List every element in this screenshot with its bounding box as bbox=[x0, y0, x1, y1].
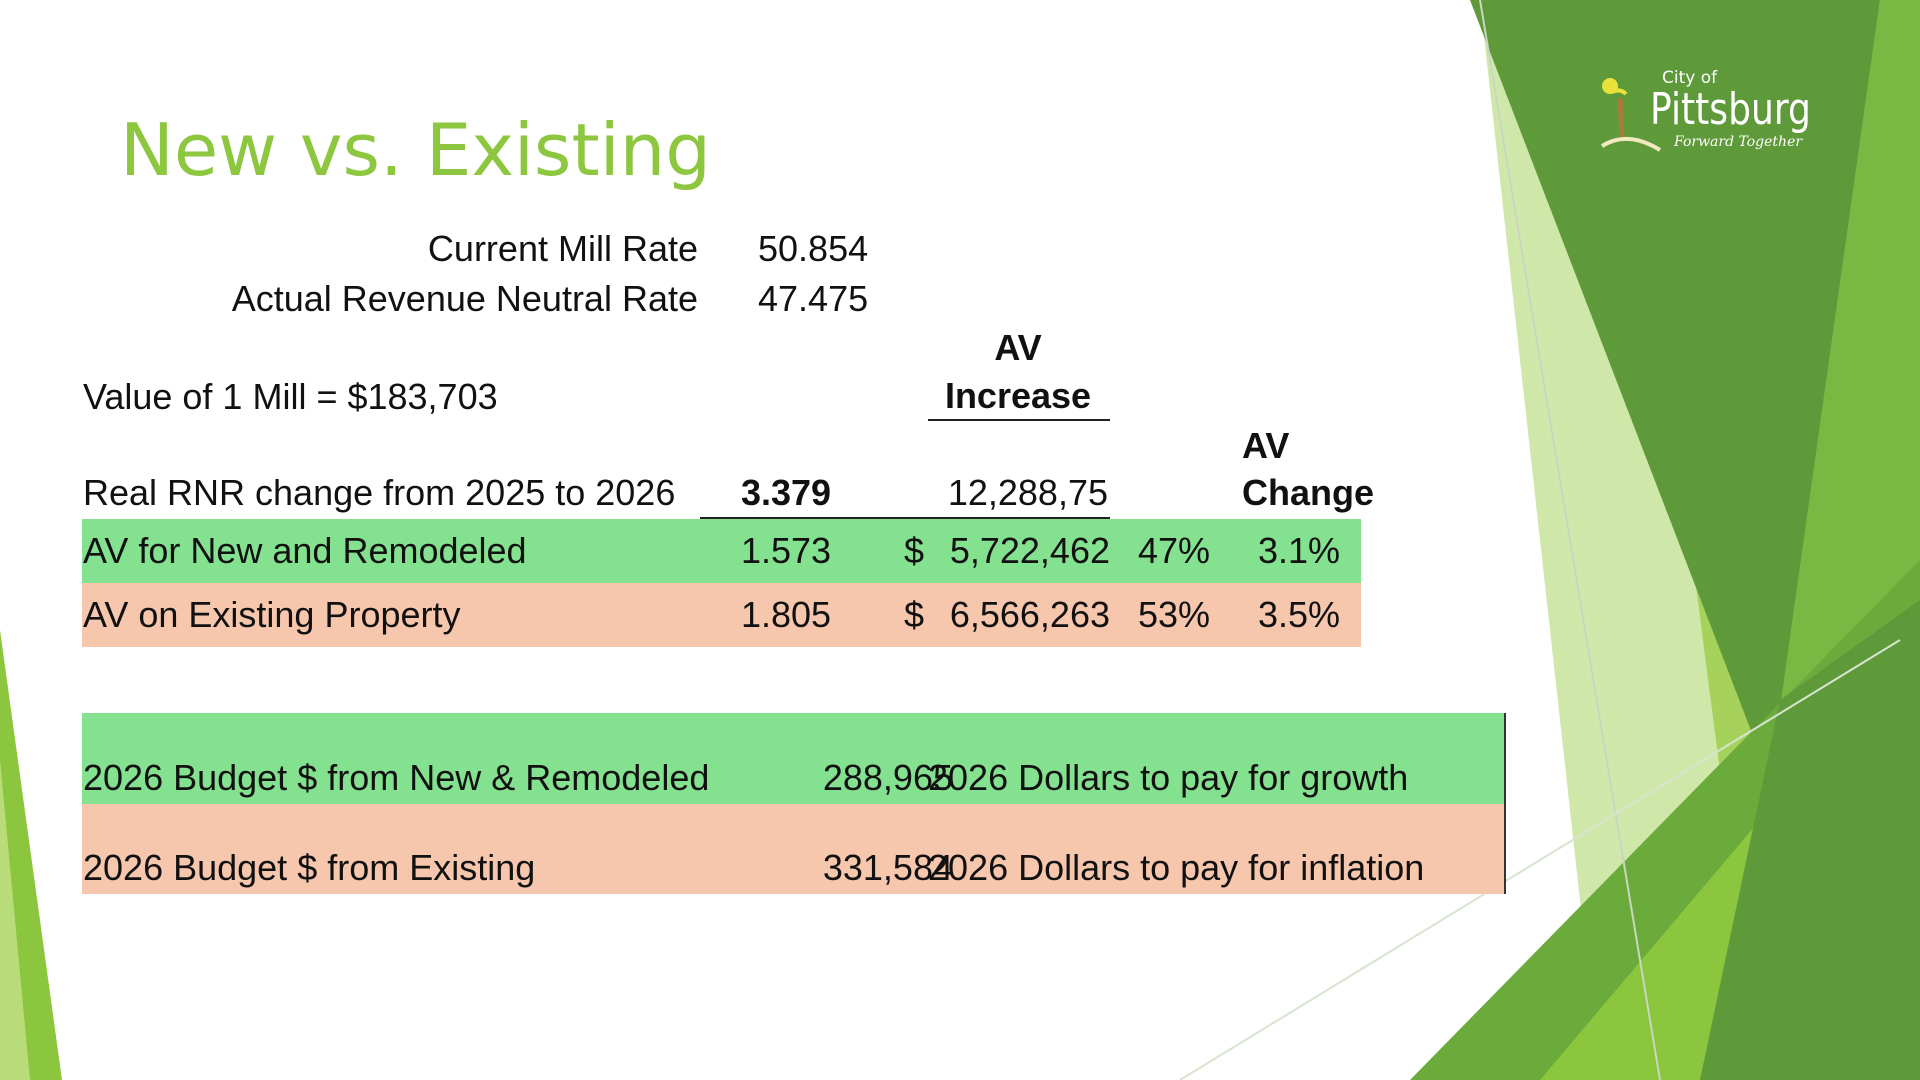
av-increase-underline bbox=[928, 419, 1110, 421]
budget-value: 288,965 bbox=[822, 757, 953, 798]
decor-thin-line-2 bbox=[1179, 639, 1901, 1080]
logo-tagline: Forward Together bbox=[1674, 134, 1803, 150]
budget-row-existing: 2026 Budget $ from Existing 331,584 2026… bbox=[82, 804, 1506, 894]
row-amount: 6,566,263 bbox=[949, 594, 1110, 635]
av-change-header-line1: AV bbox=[1242, 425, 1290, 466]
budget-row-new: 2026 Budget $ from New & Remodeled 288,9… bbox=[82, 713, 1506, 804]
tree-icon bbox=[1600, 78, 1662, 152]
budget-note: 2026 Dollars to pay for inflation bbox=[928, 847, 1425, 888]
row-currency: $ bbox=[904, 594, 925, 635]
decor-bottom-dark bbox=[1700, 600, 1920, 1080]
table-row-existing: AV on Existing Property 1.805 $ 6,566,26… bbox=[82, 583, 1361, 647]
row-amount: 5,722,462 bbox=[949, 530, 1110, 571]
logo-name: Pittsburg bbox=[1650, 84, 1811, 135]
budget-value: 331,584 bbox=[822, 847, 953, 888]
row-currency: $ bbox=[904, 530, 925, 571]
av-change-header-line2: Change bbox=[1242, 472, 1375, 513]
decor-dark-panel bbox=[1470, 0, 1880, 780]
current-mill-rate-label: Current Mill Rate bbox=[427, 228, 698, 269]
row-label: AV for New and Remodeled bbox=[83, 530, 527, 571]
av-increase-header-line1: AV bbox=[994, 327, 1042, 368]
av-increase-header-line2: Increase bbox=[944, 375, 1092, 416]
real-rnr-label: Real RNR change from 2025 to 2026 bbox=[83, 472, 676, 513]
row-rate: 1.573 bbox=[740, 530, 832, 571]
row-change: 3.1% bbox=[1258, 530, 1341, 571]
row-rate: 1.805 bbox=[740, 594, 832, 635]
real-rnr-rate-underline bbox=[700, 517, 1110, 519]
row-change: 3.5% bbox=[1258, 594, 1341, 635]
table-row-new: AV for New and Remodeled 1.573 $ 5,722,4… bbox=[82, 519, 1361, 583]
real-rnr-increase: 12,288,75 bbox=[947, 472, 1108, 513]
revenue-neutral-rate-label: Actual Revenue Neutral Rate bbox=[231, 278, 698, 319]
revenue-neutral-rate-value: 47.475 bbox=[758, 278, 869, 319]
row-share: 47% bbox=[1138, 530, 1211, 571]
logo-prefix: City of bbox=[1662, 68, 1718, 88]
mill-value-text: Value of 1 Mill = $183,703 bbox=[83, 376, 498, 417]
budget-label: 2026 Budget $ from New & Remodeled bbox=[83, 757, 710, 798]
slide-title: New vs. Existing bbox=[120, 108, 712, 192]
budget-note: 2026 Dollars to pay for growth bbox=[928, 757, 1409, 798]
row-label: AV on Existing Property bbox=[83, 594, 461, 635]
budget-label: 2026 Budget $ from Existing bbox=[83, 847, 536, 888]
decor-thin-line bbox=[1479, 0, 1661, 1080]
current-mill-rate-value: 50.854 bbox=[758, 228, 869, 269]
real-rnr-rate: 3.379 bbox=[740, 472, 832, 513]
city-logo: City of Pittsburg Forward Together bbox=[1598, 68, 1818, 158]
row-share: 53% bbox=[1138, 594, 1211, 635]
decor-left-sliver-inner bbox=[0, 760, 30, 1080]
